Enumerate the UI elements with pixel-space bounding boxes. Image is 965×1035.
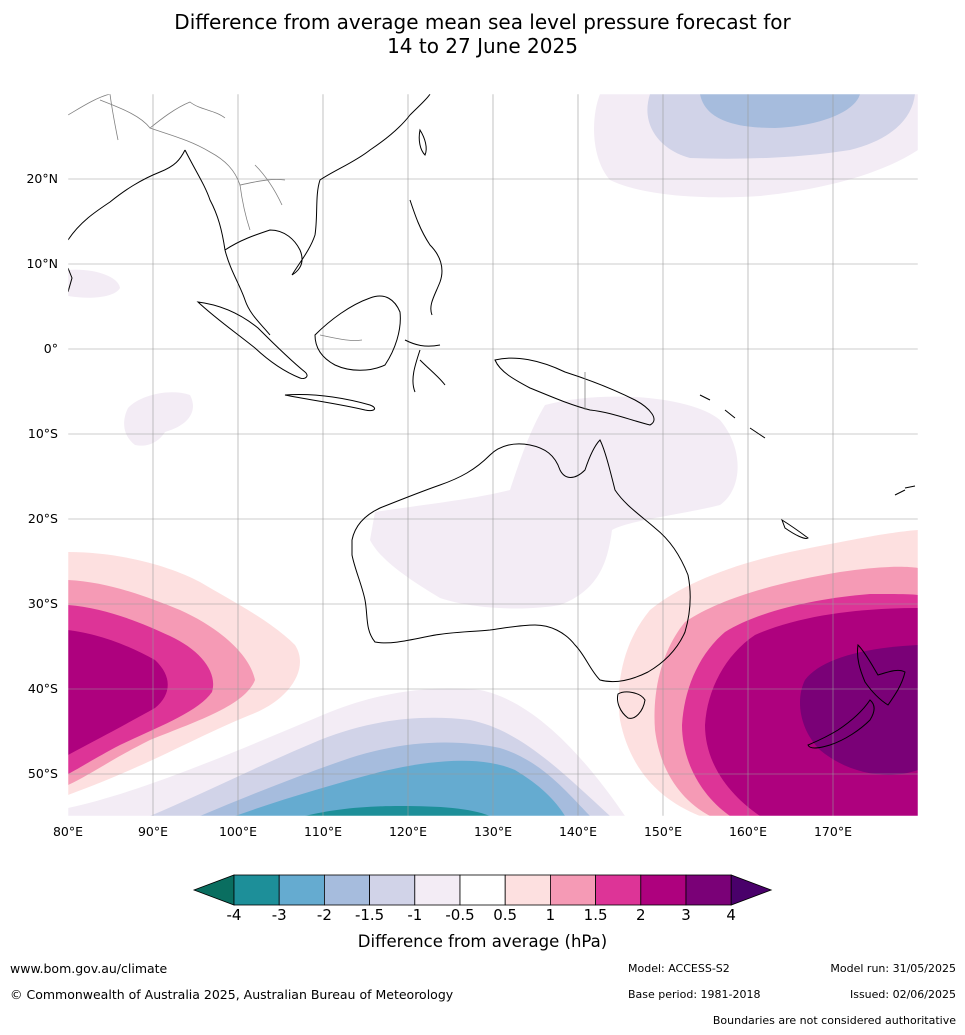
coastline-australia xyxy=(351,439,691,683)
colorbar-cell xyxy=(550,874,597,906)
coastline-pacific-islands xyxy=(699,394,916,496)
issued-text: Issued: 02/06/2025 xyxy=(849,988,956,1001)
lon-label: 130°E xyxy=(473,824,512,839)
lon-label: 90°E xyxy=(137,824,169,839)
lat-label: 0° xyxy=(43,341,58,356)
base-period-text: Base period: 1981-2018 xyxy=(628,988,761,1001)
anomaly-contours xyxy=(68,94,918,816)
colorbar-cell xyxy=(323,874,370,906)
colorbar-tick-label: -1.5 xyxy=(354,906,385,924)
colorbar-tick-label: -3 xyxy=(271,906,287,924)
copyright-text: © Commonwealth of Australia 2025, Austra… xyxy=(10,987,454,1002)
coastline-new-guinea xyxy=(494,357,655,426)
colorbar-cell xyxy=(640,874,687,906)
colorbar-cells xyxy=(192,874,773,906)
title-line-1: Difference from average mean sea level p… xyxy=(174,10,791,34)
coastline-java xyxy=(284,394,376,411)
colorbar-tick-label: 0.5 xyxy=(493,906,518,924)
lat-label: 10°S xyxy=(27,426,58,441)
coastline-nz-north xyxy=(857,643,906,706)
lon-label: 80°E xyxy=(52,824,84,839)
map-frame xyxy=(67,93,919,817)
coastline-sulawesi xyxy=(404,339,446,393)
coastlines xyxy=(68,94,916,749)
map-area: 20°N 10°N 0° 10°S 20°S 30°S 40°S 50°S 80… xyxy=(26,93,919,839)
contour-australia-light xyxy=(370,396,738,609)
coastline-tasmania xyxy=(617,691,646,719)
colorbar-cell xyxy=(369,874,416,906)
lat-label: 50°S xyxy=(27,766,58,781)
map-svg xyxy=(67,93,919,817)
colorbar-cell xyxy=(504,874,551,906)
contour-indian-patch-north xyxy=(68,269,120,298)
colorbar-cell xyxy=(595,874,642,906)
gridlines xyxy=(68,94,918,816)
colorbar-tick-label: -4 xyxy=(226,906,242,924)
colorbar-arrow-high xyxy=(730,874,773,906)
disclaimer-text: Boundaries are not considered authoritat… xyxy=(712,1014,956,1027)
colorbar-arrow-low xyxy=(192,874,235,906)
lon-label: 110°E xyxy=(303,824,342,839)
model-text: Model: ACCESS-S2 xyxy=(628,962,730,975)
country-boundaries xyxy=(68,94,586,410)
colorbar-cell xyxy=(233,874,280,906)
colorbar-tick-label: 2 xyxy=(636,906,646,924)
colorbar xyxy=(192,874,773,906)
contour-si-pos-stronger xyxy=(68,630,168,755)
contour-south-neg-darkblue xyxy=(235,760,565,816)
colorbar-tick-label: -2 xyxy=(316,906,332,924)
colorbar-cell xyxy=(459,874,506,906)
coastline-india-west xyxy=(68,267,73,293)
title-line-2: 14 to 27 June 2025 xyxy=(387,34,578,58)
coastline-philippines xyxy=(409,199,443,316)
contour-south-neg-teal xyxy=(305,806,490,816)
lat-label: 30°S xyxy=(27,596,58,611)
lon-label: 120°E xyxy=(388,824,427,839)
colorbar-tick-label: 1 xyxy=(545,906,556,924)
colorbar-tick-label: -0.5 xyxy=(445,906,475,924)
lon-label: 170°E xyxy=(813,824,852,839)
contour-north-pacific-dark xyxy=(700,94,860,128)
lat-label: 20°N xyxy=(26,171,58,186)
colorbar-tick-label: -1 xyxy=(407,906,423,924)
website-link[interactable]: www.bom.gov.au/climate xyxy=(10,961,168,976)
colorbar-tick-label: 3 xyxy=(681,906,691,924)
contour-indian-patch-south xyxy=(124,392,193,446)
coastline-new-caledonia xyxy=(781,518,809,539)
coastline-borneo xyxy=(314,295,401,371)
contour-tasman-strongest xyxy=(800,645,918,775)
coastline-taiwan xyxy=(418,128,427,156)
lon-label: 150°E xyxy=(643,824,682,839)
lon-label: 160°E xyxy=(728,824,767,839)
colorbar-cell xyxy=(414,874,461,906)
model-run-text: Model run: 31/05/2025 xyxy=(830,962,956,975)
colorbar-cell xyxy=(278,874,325,906)
lon-label: 100°E xyxy=(218,824,257,839)
coastline-nz-south xyxy=(807,699,875,749)
lon-label: 140°E xyxy=(558,824,597,839)
coastline-india xyxy=(68,149,186,241)
lat-label: 10°N xyxy=(26,256,58,271)
colorbar-cell xyxy=(685,874,732,906)
colorbar-title: Difference from average (hPa) xyxy=(357,932,608,951)
coastline-sumatra xyxy=(196,301,308,379)
colorbar-tick-label: 4 xyxy=(726,906,736,924)
colorbar-tick-label: 1.5 xyxy=(583,906,608,924)
coastline-mainland-asia xyxy=(184,94,431,336)
lat-label: 20°S xyxy=(27,511,58,526)
chart-title: Difference from average mean sea level p… xyxy=(0,10,965,58)
lat-label: 40°S xyxy=(27,681,58,696)
